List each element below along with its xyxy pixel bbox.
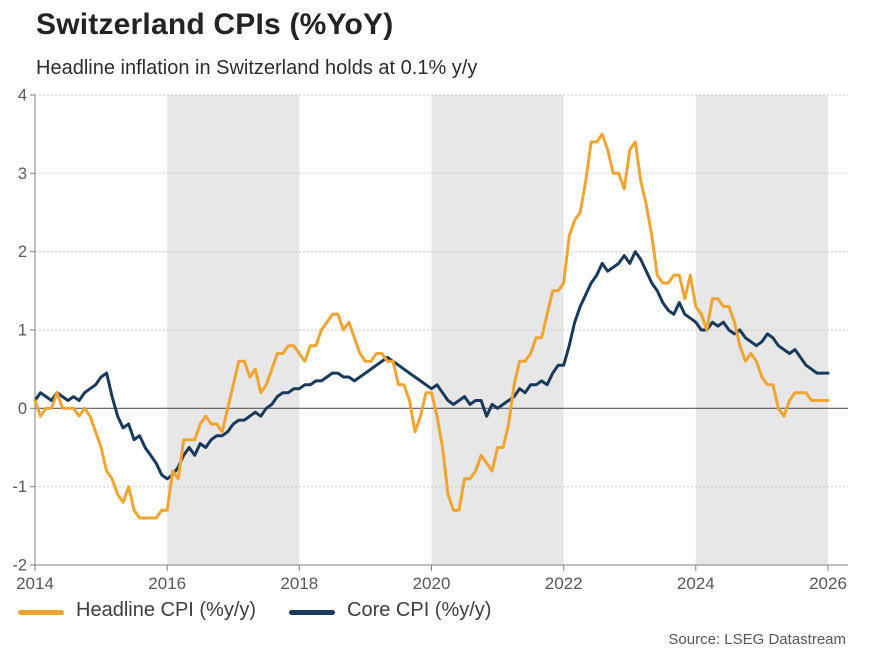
chart-subtitle: Headline inflation in Switzerland holds … (36, 57, 478, 79)
y-tick-label: 2 (18, 243, 27, 261)
core-cpi-line (33, 250, 830, 481)
headline-legend-label: Headline CPI (%y/y) (76, 599, 257, 621)
core-legend-swatch (289, 610, 335, 615)
y-tick-label: -1 (12, 478, 27, 496)
y-tick-label: 1 (18, 322, 27, 340)
x-tick-label: 2022 (545, 574, 583, 593)
x-tick-label: 2024 (677, 574, 715, 593)
x-tick-label: 2014 (16, 574, 54, 593)
x-tick-label: 2016 (148, 574, 186, 593)
core-legend-label: Core CPI (%y/y) (347, 599, 492, 621)
headline-cpi-line (33, 132, 830, 520)
x-tick-label: 2020 (413, 574, 451, 593)
shaded-year-band (167, 95, 300, 565)
headline-legend-swatch (18, 610, 64, 615)
shaded-year-band (695, 95, 828, 565)
y-tick-label: 0 (18, 400, 27, 418)
x-tick-label: 2018 (280, 574, 318, 593)
x-tick-label: 2026 (809, 574, 847, 593)
chart-title: Switzerland CPIs (%YoY) (36, 8, 394, 41)
y-tick-label: 3 (18, 165, 27, 183)
y-tick-label: -2 (12, 557, 27, 575)
shaded-year-band (431, 95, 564, 565)
y-tick-label: 4 (18, 87, 27, 105)
source-credit: Source: LSEG Datastream (668, 631, 846, 648)
